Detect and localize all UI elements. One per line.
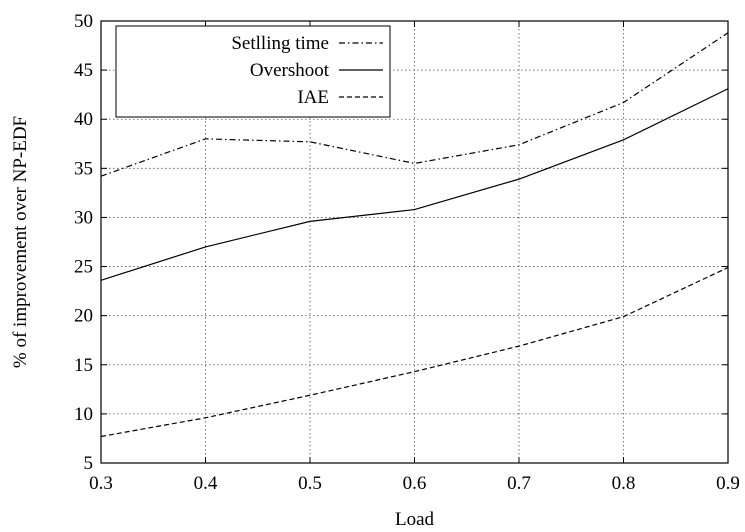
legend-label: Overshoot bbox=[250, 60, 330, 81]
x-axis: 0.3 0.4 0.5 0.6 0.7 0.8 0.9 bbox=[89, 21, 740, 494]
x-axis-title: Load bbox=[395, 509, 435, 530]
y-tick-label: 15 bbox=[74, 355, 93, 376]
y-axis: 5 10 15 20 25 30 35 40 45 50 bbox=[74, 11, 728, 474]
x-tick-label: 0.7 bbox=[507, 473, 531, 494]
y-tick-label: 35 bbox=[74, 158, 93, 179]
x-tick-label: 0.5 bbox=[298, 473, 322, 494]
y-tick-label: 50 bbox=[74, 11, 93, 32]
series-line-2 bbox=[100, 88, 729, 281]
y-tick-label: 45 bbox=[74, 60, 93, 81]
x-tick-label: 0.4 bbox=[194, 473, 218, 494]
x-tick-label: 0.3 bbox=[89, 473, 113, 494]
y-axis-title: % of improvement over NP-EDF bbox=[10, 116, 31, 368]
y-tick-label: 5 bbox=[84, 453, 94, 474]
x-tick-label: 0.6 bbox=[403, 473, 427, 494]
y-tick-label: 10 bbox=[74, 404, 93, 425]
y-tick-label: 20 bbox=[74, 306, 93, 327]
grid bbox=[101, 21, 728, 463]
legend-label: Setlling time bbox=[231, 33, 329, 54]
series-line-3 bbox=[100, 266, 729, 438]
legend: Setlling time Overshoot IAE bbox=[115, 25, 391, 118]
y-tick-label: 40 bbox=[74, 109, 93, 130]
legend-label: IAE bbox=[297, 87, 329, 108]
x-tick-label: 0.8 bbox=[612, 473, 636, 494]
y-tick-label: 30 bbox=[74, 207, 93, 228]
series-line-1 bbox=[100, 32, 729, 177]
legend-box bbox=[115, 25, 391, 118]
x-tick-label: 0.9 bbox=[716, 473, 740, 494]
y-tick-label: 25 bbox=[74, 257, 93, 278]
series-lines bbox=[100, 32, 729, 438]
